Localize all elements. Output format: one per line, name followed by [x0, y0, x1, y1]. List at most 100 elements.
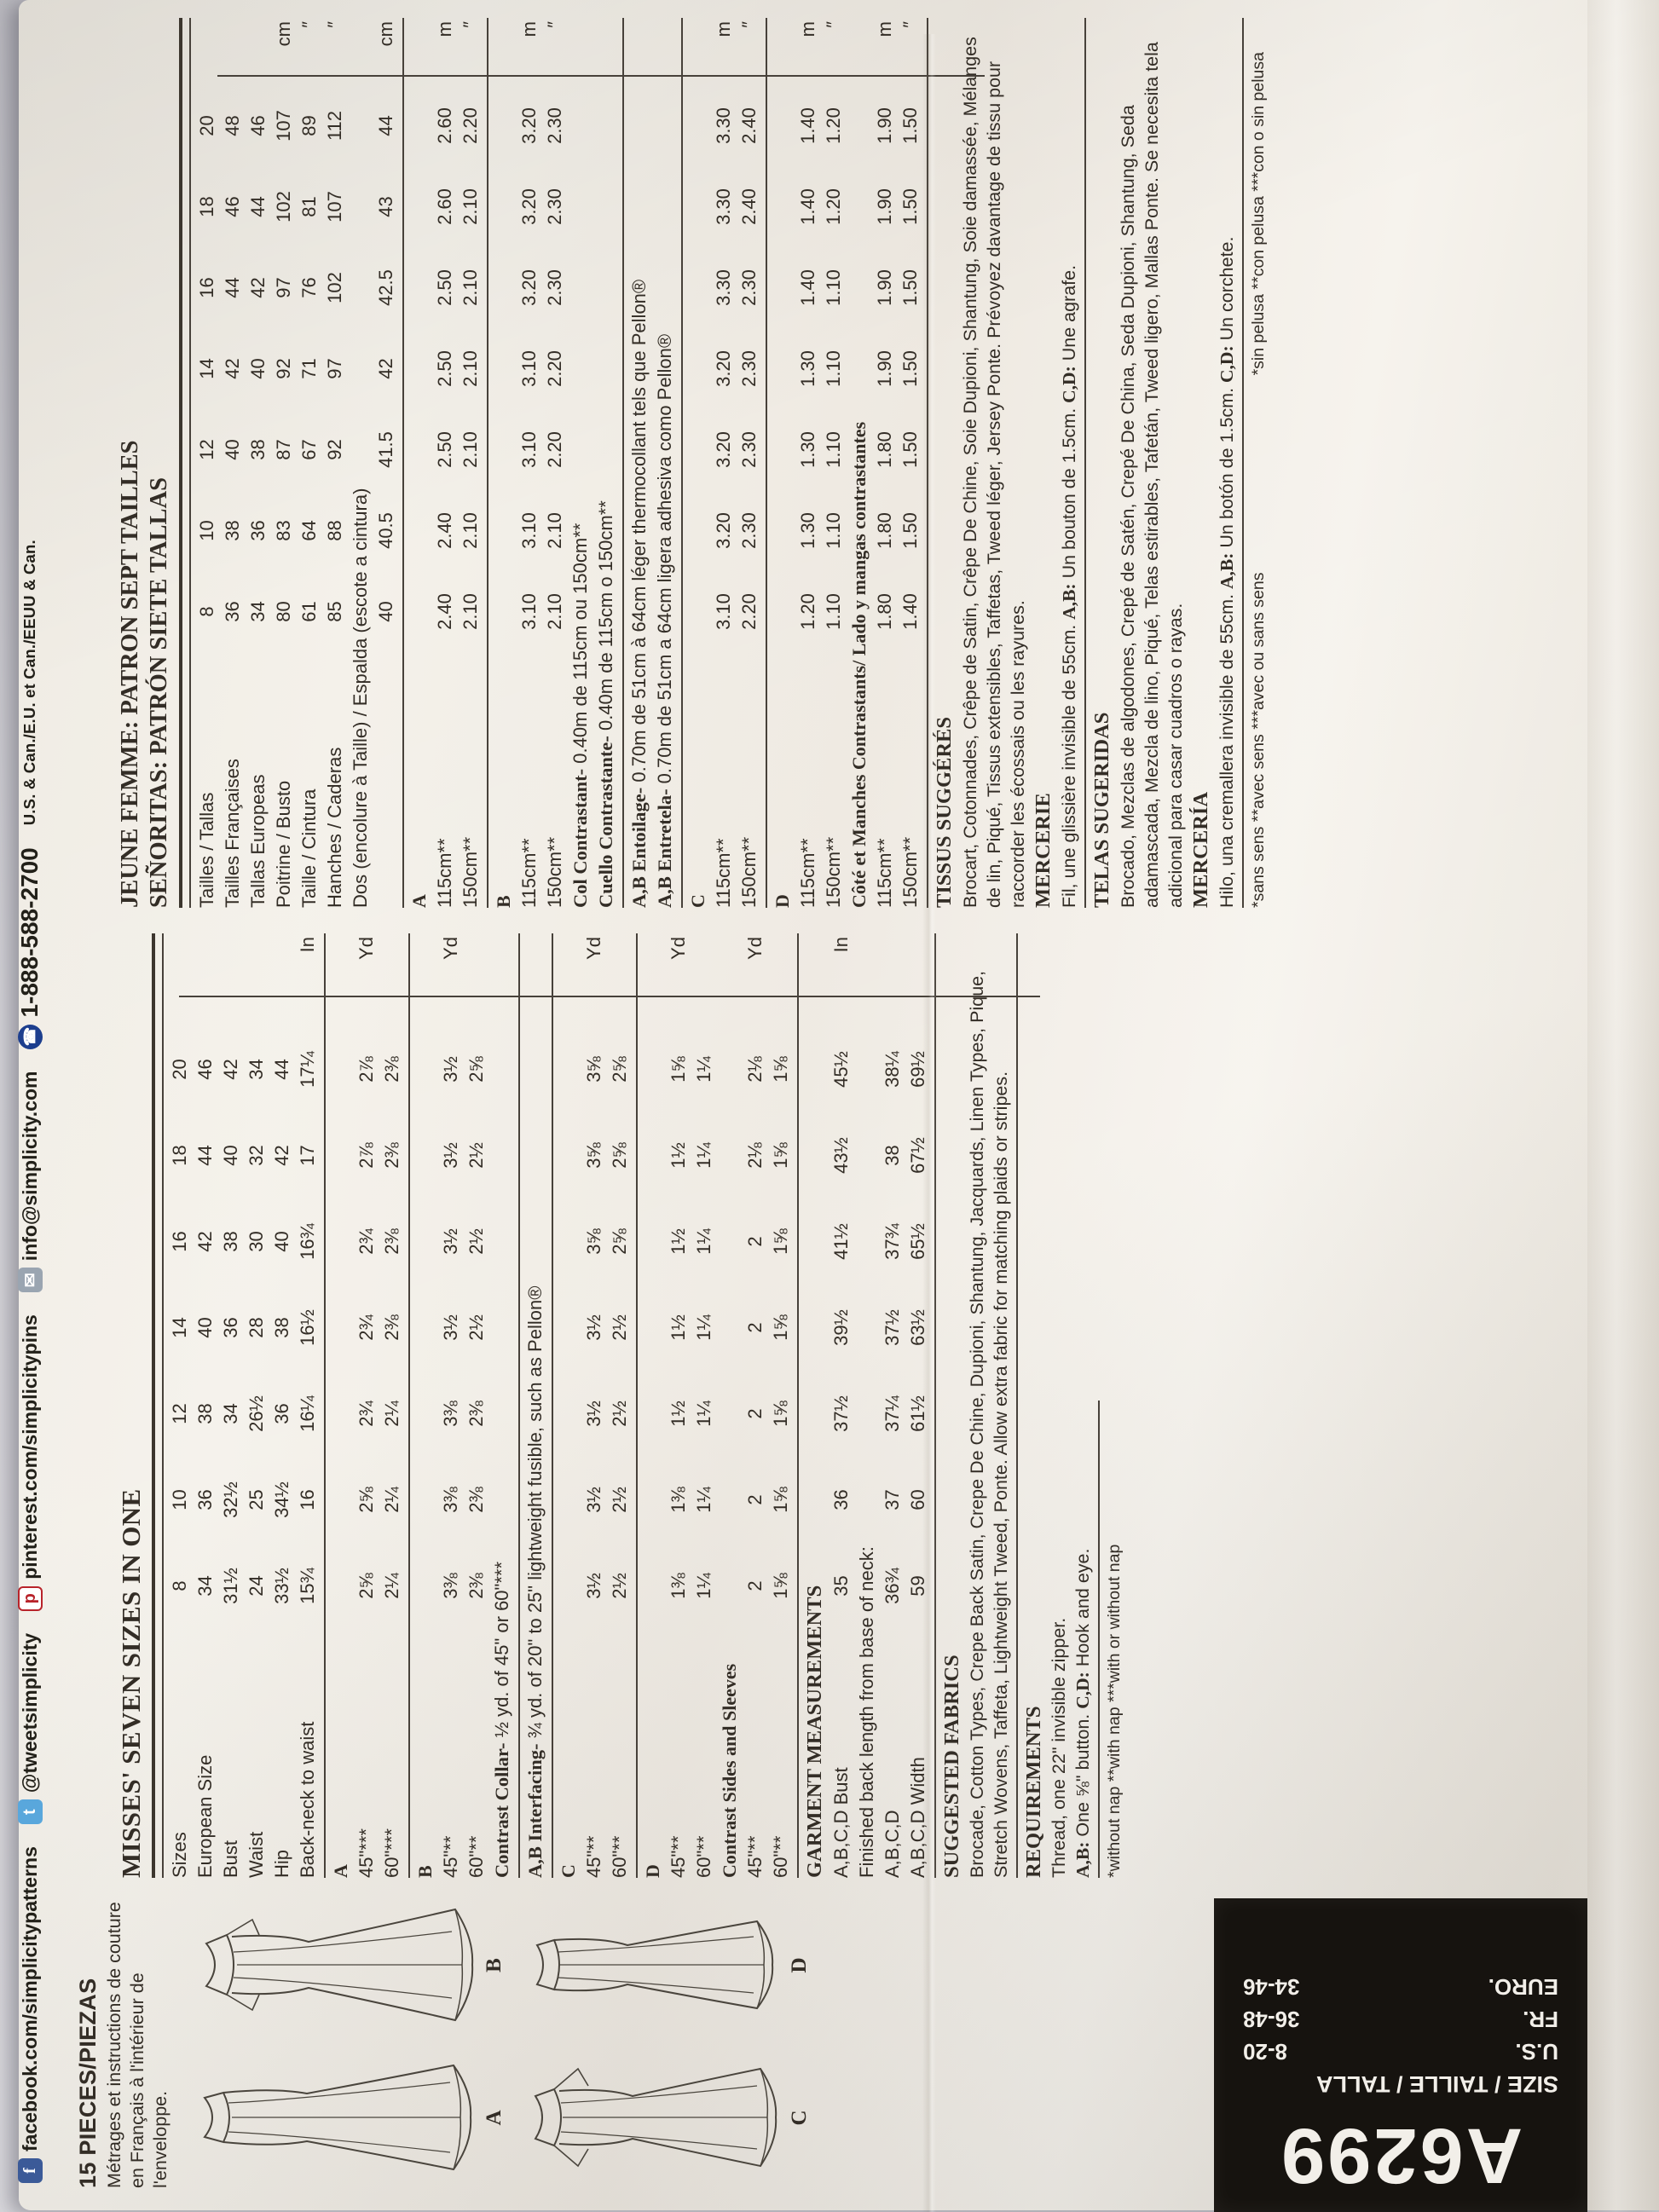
value-cell: 2⅛	[744, 1056, 766, 1083]
email-item: ✉ info@simplicity.com	[17, 1071, 43, 1293]
value-cell: 10	[196, 520, 217, 541]
value-cell: 2¼	[381, 1573, 402, 1599]
unit-cell: Yd	[356, 937, 377, 960]
row-label: Poitrine / Busto	[273, 780, 294, 908]
value-cell: 1.10	[823, 269, 844, 306]
value-cell: 31½	[220, 1568, 241, 1604]
size-value: 36-48	[1243, 2007, 1300, 2032]
value-cell: 2	[744, 1580, 766, 1591]
value-cell: 97	[273, 277, 294, 298]
value-cell: 3⅝	[583, 1056, 604, 1083]
row-label: 60"**	[609, 1835, 630, 1878]
row-label: 45"**	[583, 1835, 604, 1878]
view-d-drawing	[535, 1920, 774, 2010]
row-label: 150cm**	[899, 836, 921, 908]
value-cell: 2⅜	[381, 1314, 402, 1341]
value-cell: 41.5	[375, 431, 396, 468]
text-segment: A,B Interfacing-	[524, 1743, 546, 1878]
value-cell: 3⅝	[583, 1142, 604, 1169]
value-cell: 34½	[271, 1481, 292, 1518]
value-cell: 36	[220, 1317, 241, 1338]
tissus-text: Brocart, Cotonnades, Crêpe de Satin, Crê…	[960, 37, 1028, 908]
divider	[552, 933, 553, 1878]
size-value: 8-20	[1243, 2039, 1288, 2065]
divider	[1016, 933, 1018, 1878]
spanish-chart-title: SEÑORITAS: PATRÓN SIETE TALLAS	[146, 477, 172, 908]
value-cell: 2⅝	[465, 1056, 487, 1083]
value-cell: 1⅝	[770, 1401, 791, 1427]
value-cell: 2.10	[460, 269, 481, 306]
value-cell: 42	[271, 1145, 292, 1166]
mercerie-text: Fil, une glissière invisible de 55cm. A,…	[1057, 18, 1081, 908]
value-cell: 2.30	[544, 188, 565, 225]
value-cell: 2.20	[460, 107, 481, 144]
divider	[766, 18, 767, 908]
value-cell: 2.10	[460, 188, 481, 225]
value-cell: 42	[222, 358, 243, 379]
value-cell: 64	[298, 520, 320, 541]
value-cell: 67	[298, 439, 320, 460]
value-cell: 1.10	[823, 593, 844, 630]
value-cell: 10	[169, 1489, 190, 1510]
value-cell: 17¼	[297, 1051, 318, 1088]
text-segment: A,B:	[1072, 1841, 1093, 1878]
text-segment: One ⅝" button.	[1072, 1708, 1093, 1842]
table-row: Finished back length from base of neck:	[854, 933, 880, 1878]
table-row: 150cm** 1.10 1.10 1.10 1.10 1.10 1.20 1.20 ″	[821, 18, 847, 908]
interfacing-line: A,B Interfacing- ¾ yd. of 20" to 25" lig…	[523, 933, 548, 1878]
view-b-drawing	[205, 1909, 474, 2022]
phone-item: ☎ 1-888-588-2700	[16, 847, 43, 1049]
value-cell: 1½	[668, 1228, 689, 1255]
text-segment: Hilo, una cremallera invisible de 55cm.	[1217, 588, 1237, 908]
value-cell: 61	[298, 601, 320, 622]
email-icon: ✉	[17, 1268, 43, 1293]
row-label: 150cm**	[460, 836, 481, 908]
value-cell: 3.20	[713, 350, 734, 387]
garment-measurements-heading: GARMENT MEASUREMENTS	[803, 1585, 826, 1878]
value-cell: 2⅜	[381, 1228, 402, 1255]
crumpled-edge	[1587, 0, 1659, 2212]
table-row: 45"*** 2⅝ 2⅝ 2¾ 2¾ 2¾ 2⅞ 2⅞ Yd	[354, 933, 379, 1878]
text-segment: Col Contrastant-	[569, 768, 591, 908]
value-cell: 36	[247, 520, 269, 541]
value-cell: 42	[194, 1231, 216, 1252]
value-cell: 2⅜	[381, 1142, 402, 1169]
value-cell: 44	[222, 277, 243, 298]
value-cell: 2.20	[544, 350, 565, 387]
value-cell: 12	[196, 439, 217, 460]
unit-cell: Yd	[583, 937, 604, 960]
table-row: Sizes 8 10 12 14 16 18 20	[167, 933, 193, 1878]
value-cell: 1.10	[823, 431, 844, 468]
english-size-chart: MISSES' SEVEN SIZES IN ONE Sizes 8 10 12 14 1…	[116, 933, 1125, 1878]
divider	[1242, 18, 1244, 908]
value-cell: 39½	[830, 1309, 852, 1346]
value-cell: 1¼	[693, 1056, 714, 1083]
value-cell: 2⅝	[356, 1487, 377, 1513]
value-cell: 32½	[220, 1481, 241, 1518]
value-cell: 36	[194, 1489, 216, 1510]
table-row: Tallas Europeas 34 36 38 40 42 44 46	[246, 18, 271, 908]
text-segment: A,B:	[1217, 552, 1237, 589]
table-row: 45"** 2 2 2 2 2 2⅛ 2⅛ Yd	[743, 933, 768, 1878]
row-label: European Size	[194, 1754, 216, 1878]
divider	[487, 18, 488, 908]
text-segment: Cuello Contrastante-	[595, 736, 616, 908]
value-cell: 33½	[271, 1568, 292, 1604]
text-segment: Un corchete.	[1217, 236, 1237, 346]
value-cell: 1.50	[899, 512, 921, 549]
value-cell: 42	[375, 358, 396, 379]
row-label: 60"***	[381, 1828, 402, 1878]
row-label: A,B,C,D Bust	[830, 1767, 852, 1878]
value-cell: 8	[169, 1580, 190, 1591]
french-chart-title: JEUNE FEMME: PATRON SEPT TAILLES	[117, 440, 143, 908]
value-cell: 1⅝	[770, 1228, 791, 1255]
value-cell: 2.10	[460, 431, 481, 468]
value-cell: 2½	[465, 1228, 487, 1255]
pieces-count: 15 PIECES/PIEZAS	[75, 1978, 101, 2188]
text-segment: C,D:	[1072, 1672, 1093, 1709]
row-label: 150cm**	[738, 836, 760, 908]
divider	[636, 933, 638, 1878]
value-cell: 2.10	[460, 512, 481, 549]
size-value: 34-46	[1243, 1974, 1300, 2000]
text-segment: 0.40m de 115cm o 150cm**	[595, 500, 616, 736]
